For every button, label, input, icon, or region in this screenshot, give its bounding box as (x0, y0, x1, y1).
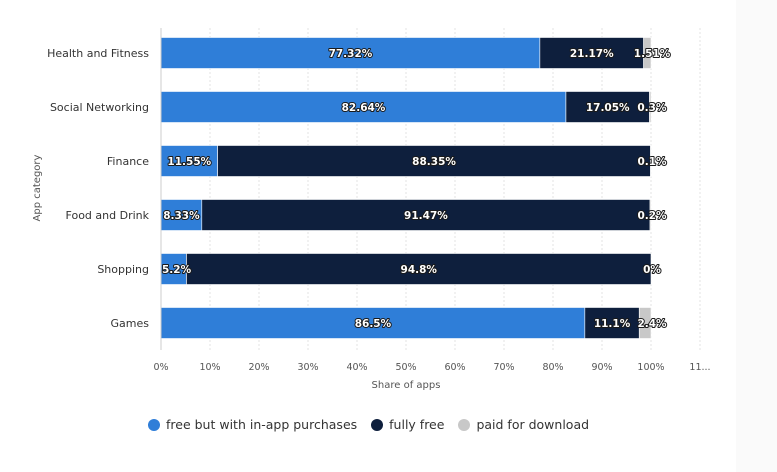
category-label: Health and Fitness (47, 47, 149, 60)
x-tick-label: 10% (199, 362, 220, 373)
bar-segment (649, 91, 652, 123)
right-edge-shade (736, 0, 777, 472)
legend-marker-series-1 (148, 418, 160, 431)
category-label: Food and Drink (66, 209, 150, 222)
bar-segment (217, 145, 651, 177)
legend-label-series-1: free but with in-app purchases (166, 417, 358, 432)
legend: free but with in-app purchases fully fre… (148, 417, 589, 432)
data-label: 77.32% (329, 48, 373, 60)
y-axis-title: App category (32, 154, 43, 221)
category-label: Social Networking (50, 101, 149, 114)
data-label: 1.51% (634, 48, 671, 60)
bar-segment (643, 37, 652, 69)
data-label: 11.1% (594, 318, 631, 330)
bar-segment (565, 91, 650, 123)
grid-layer (160, 28, 701, 350)
data-label: 0.3% (637, 102, 667, 114)
data-label: 82.64% (342, 102, 386, 114)
data-label: 8.33% (163, 210, 200, 222)
category-label: Finance (107, 155, 149, 168)
legend-item-series-3[interactable]: paid for download (458, 417, 589, 432)
category-label: Shopping (97, 263, 149, 276)
x-tick-label: 30% (297, 362, 318, 373)
x-tick-label: 90% (591, 362, 612, 373)
bars-layer (160, 37, 652, 339)
legend-label-series-3: paid for download (476, 417, 590, 432)
data-label: 86.5% (355, 318, 392, 330)
x-tick-label: 100% (637, 362, 664, 373)
data-label: 11.55% (167, 156, 211, 168)
legend-item-series-1[interactable]: free but with in-app purchases (148, 417, 357, 432)
x-tick-label: 70% (493, 362, 514, 373)
bar-segment (638, 307, 652, 339)
data-label: 91.47% (404, 210, 448, 222)
legend-item-series-2[interactable]: fully free (371, 417, 444, 432)
legend-label-series-2: fully free (389, 417, 445, 432)
axis-layer: 0% 10% 20% 30% 40% 50% 60% 70% 80% 90% 100% 11... He… (32, 28, 711, 391)
labels-layer: 77.32% 21.17% 1.51% 82.64% 17.05% 0.3% 11.55% 8… (161, 47, 672, 331)
data-label: 0% (643, 264, 661, 276)
legend-marker-series-3 (458, 418, 471, 431)
x-tick-label: 80% (542, 362, 563, 373)
data-label: 2.4% (637, 318, 667, 330)
legend-marker-series-2 (371, 418, 384, 431)
x-axis-title: Share of apps (372, 380, 441, 391)
bar-segment (160, 253, 187, 285)
data-label: 17.05% (586, 102, 630, 114)
x-tick-label: 20% (248, 362, 269, 373)
bar-segment (584, 307, 640, 339)
x-tick-label: 40% (346, 362, 367, 373)
bar-segment (201, 199, 651, 231)
x-tick-label: 60% (444, 362, 465, 373)
data-label: 0.2% (637, 210, 667, 222)
bar-segment (649, 199, 652, 231)
x-tick-label: 0% (153, 362, 168, 373)
data-label: 0.1% (637, 156, 667, 168)
data-label: 21.17% (570, 48, 614, 60)
category-label: Games (111, 317, 150, 330)
data-label: 94.8% (401, 264, 438, 276)
data-label: 88.35% (412, 156, 456, 168)
data-label: 5.2% (162, 264, 192, 276)
x-tick-label: 11... (689, 362, 710, 373)
bar-segment (186, 253, 652, 285)
x-tick-label: 50% (395, 362, 416, 373)
